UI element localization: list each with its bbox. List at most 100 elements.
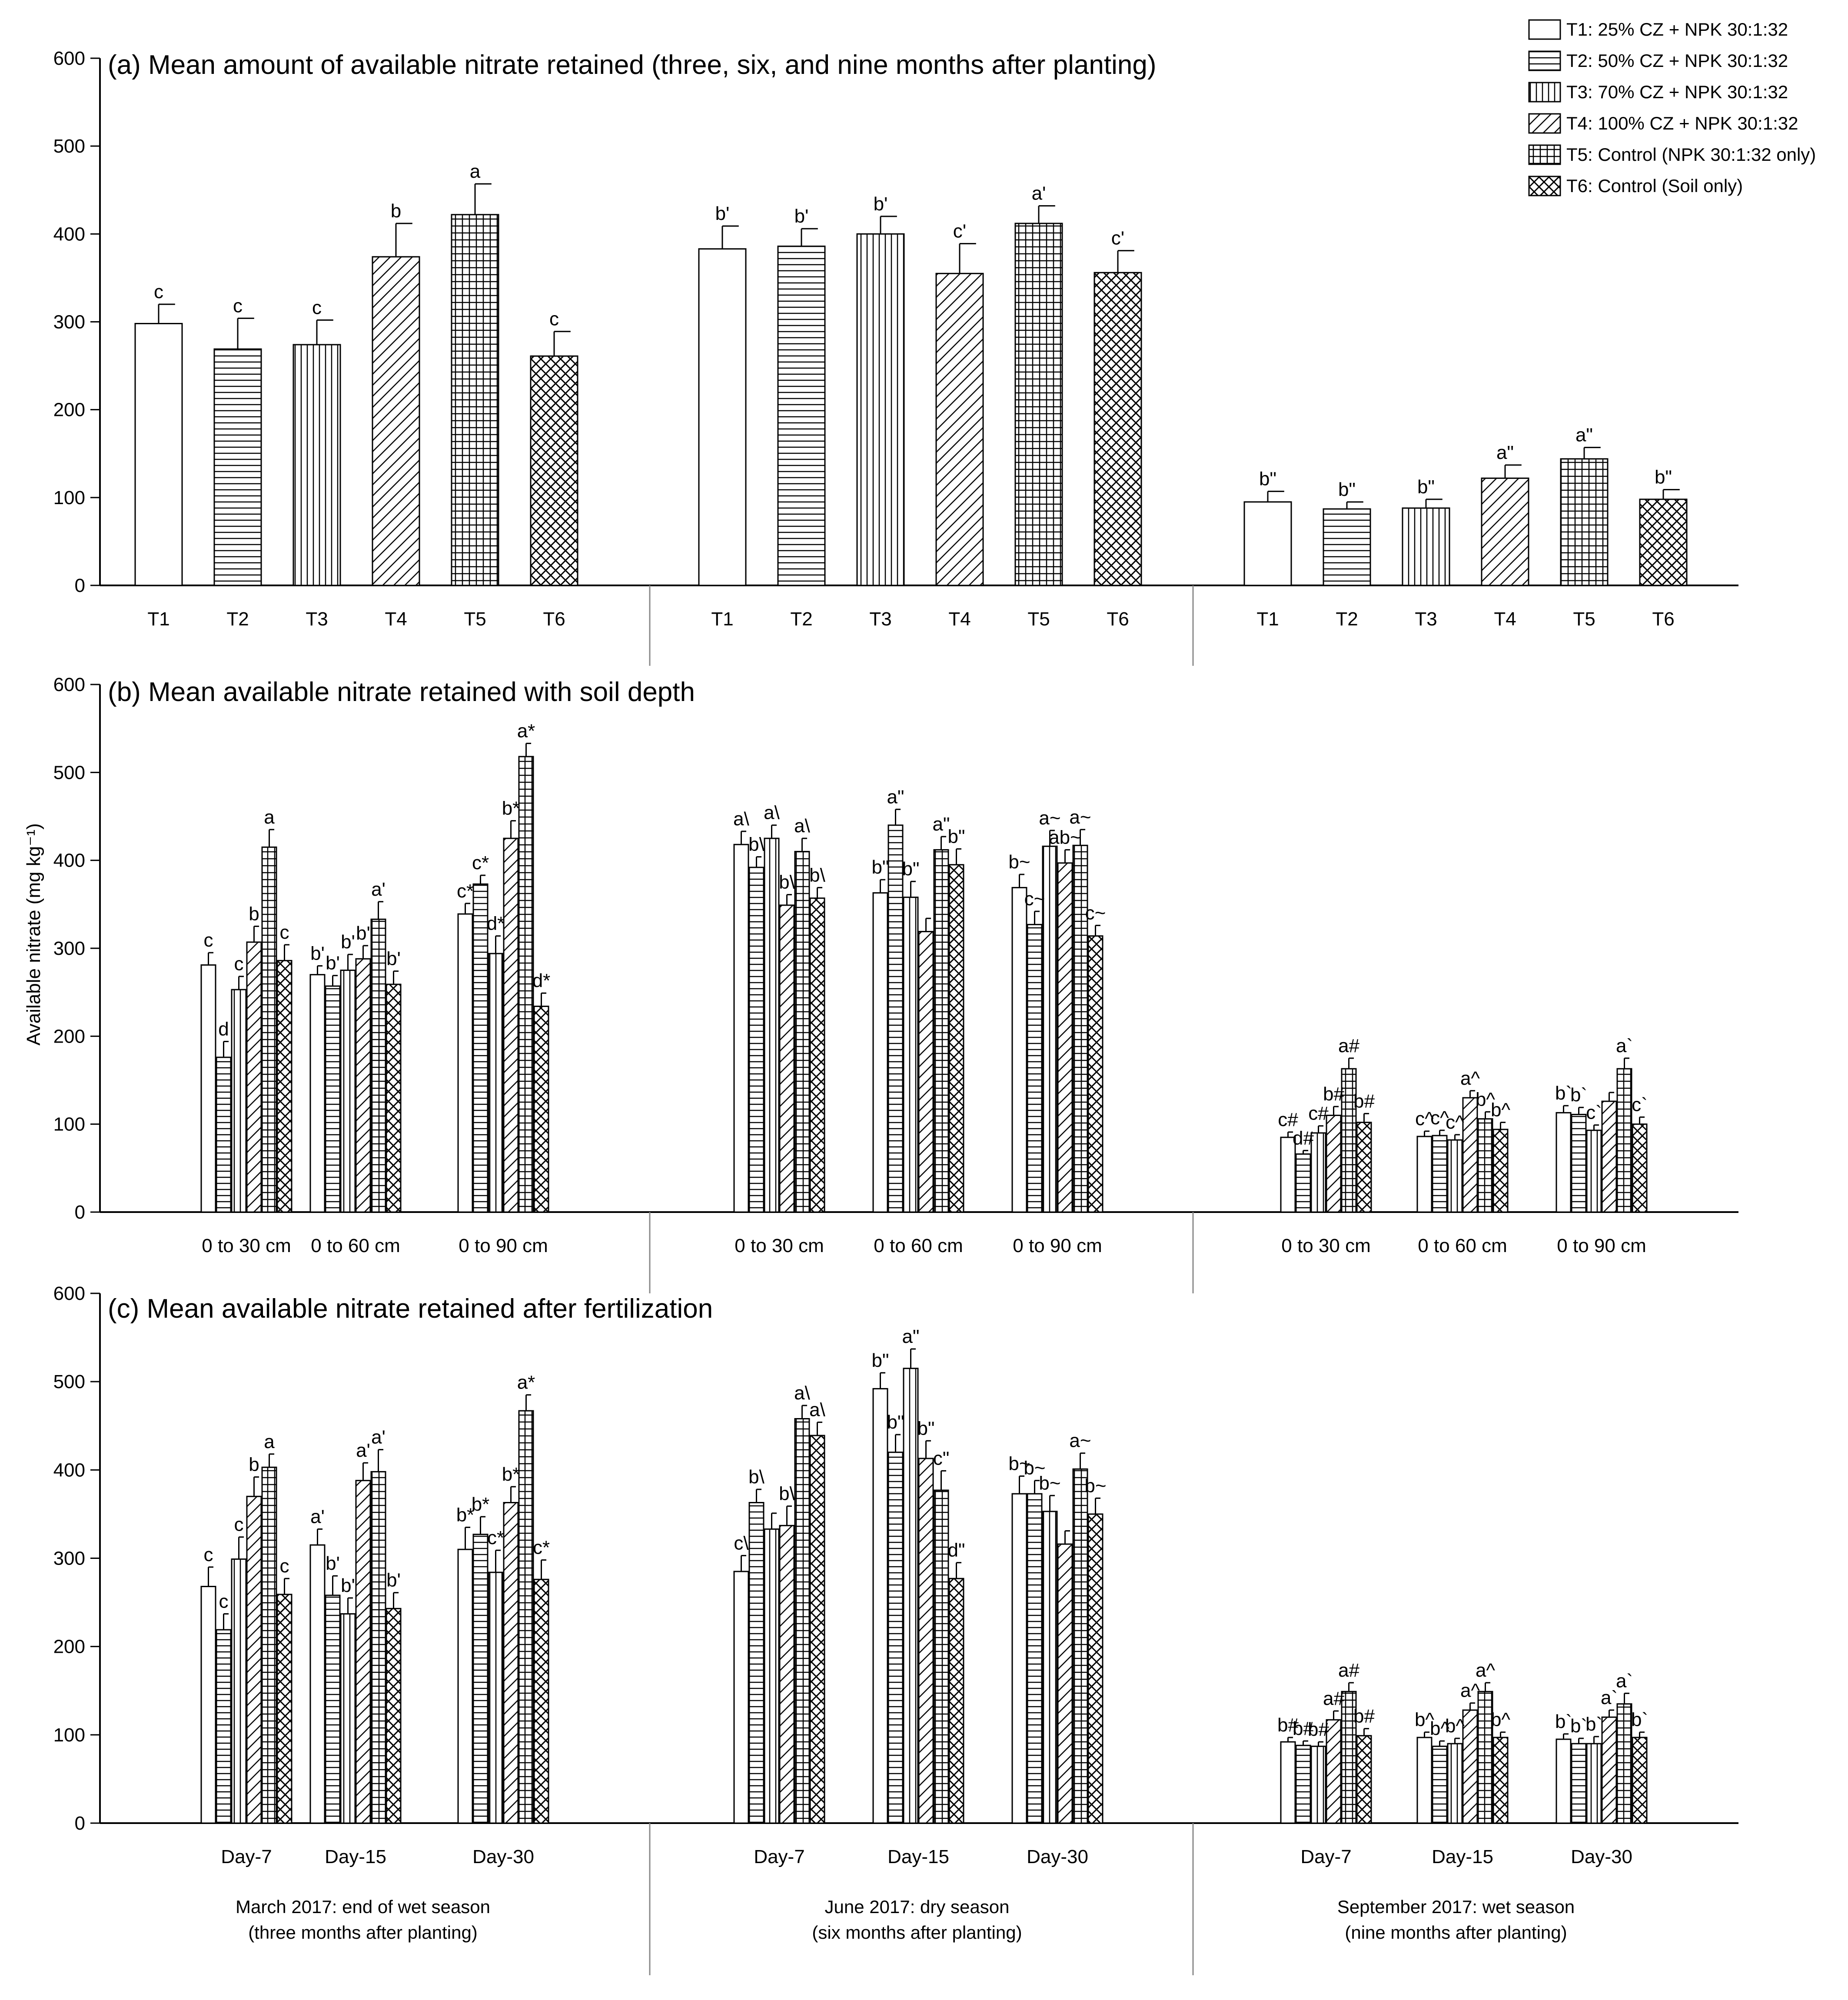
bar	[1356, 1122, 1372, 1213]
significance-label: b'	[794, 206, 809, 227]
panel-b-bar-T5	[1477, 1111, 1493, 1213]
season-2-line1: June 2017: dry season	[825, 1897, 1010, 1917]
panel-c-group	[1280, 1682, 1372, 1824]
legend-label: T1: 25% CZ + NPK 30:1:32	[1566, 19, 1788, 40]
bar	[1402, 507, 1450, 586]
panel-a-bar-T3	[856, 216, 905, 586]
bar	[457, 1548, 473, 1824]
significance-label: b\	[779, 1483, 795, 1505]
significance-label: b\	[748, 1466, 764, 1488]
bar	[1341, 1068, 1357, 1213]
panel-c-bar-T5	[1341, 1682, 1357, 1824]
panel-c-x-label: Day-30	[1027, 1846, 1088, 1867]
panel-b-bar-T5	[933, 836, 949, 1213]
bar	[872, 892, 888, 1213]
panel-c-bar-T6	[1087, 1497, 1103, 1824]
bar	[216, 1056, 232, 1213]
panel-b-group	[1416, 1090, 1509, 1213]
significance-label: b"	[917, 1418, 934, 1439]
panel-b-x-label: 0 to 60 cm	[311, 1235, 400, 1256]
season-labels: March 2017: end of wet season (three mon…	[236, 1897, 1575, 1943]
bar	[856, 233, 905, 586]
y-tick-label: 500	[53, 1371, 85, 1392]
significance-label: b'	[326, 1553, 340, 1574]
panel-c-bar-T5	[1616, 1692, 1632, 1824]
significance-label: b"	[1655, 467, 1672, 488]
bar	[1481, 477, 1529, 586]
panel-b-title: (b) Mean available nitrate retained with…	[108, 677, 695, 707]
bar	[533, 1006, 549, 1213]
significance-label: c'	[953, 221, 966, 242]
panel-a-bar-T5	[451, 183, 499, 586]
panel-b-bar-T1	[457, 903, 473, 1213]
panel-c-bar-T6	[809, 1422, 825, 1824]
panel-b-group	[309, 901, 402, 1213]
significance-label: b~	[1008, 1453, 1030, 1475]
panel-b-title-text: (b) Mean available nitrate retained with…	[108, 677, 695, 707]
panel-a-group-3	[1243, 447, 1688, 586]
significance-label: b^	[1476, 1089, 1495, 1110]
significance-label: b#	[1323, 1083, 1344, 1105]
bar	[1462, 1097, 1478, 1213]
panel-b-bar-T3	[1447, 1134, 1463, 1213]
significance-label: b~	[1024, 1458, 1045, 1479]
significance-label: b'	[341, 931, 355, 953]
panel-a-bar-T3	[1402, 498, 1450, 586]
panel-b-bar-T2	[1027, 910, 1043, 1213]
significance-label: c#	[1308, 1103, 1329, 1124]
panel-a-x-label: T3	[306, 608, 328, 630]
panel-c-bar-T3	[764, 1512, 780, 1824]
significance-label: a\	[809, 1399, 825, 1421]
significance-label: b'	[326, 953, 340, 974]
panel-c-bar-T4	[246, 1476, 262, 1824]
bar	[1586, 1130, 1602, 1213]
panel-c-title: (c) Mean available nitrate retained afte…	[108, 1294, 713, 1324]
panel-c-bar-T3	[340, 1597, 356, 1824]
significance-label: c	[234, 1514, 244, 1535]
bar	[246, 1495, 262, 1824]
bar	[1094, 272, 1142, 586]
bar	[918, 1458, 934, 1824]
panel-b-bar-T1	[1416, 1130, 1433, 1213]
panel-b-group	[1556, 1057, 1648, 1213]
panel-a-bar-T3	[292, 319, 341, 586]
panel-c-bar-T3	[1310, 1741, 1326, 1824]
panel-b-group	[872, 808, 964, 1213]
panel-c-bar-T1	[457, 1526, 473, 1824]
bar	[1432, 1745, 1448, 1824]
panel-b-bar-T2	[887, 808, 904, 1213]
bars-layer	[134, 183, 1688, 1824]
panel-a-x-label: T3	[869, 608, 891, 630]
bar	[386, 1608, 402, 1824]
significance-label: a#	[1338, 1035, 1359, 1056]
significance-label: b#	[1277, 1714, 1299, 1736]
bar	[488, 953, 504, 1213]
panel-c-bar-T5	[1072, 1452, 1088, 1824]
panel-b-x-label: 0 to 90 cm	[459, 1235, 548, 1256]
significance-label: b^	[1415, 1709, 1434, 1731]
bar	[355, 958, 371, 1213]
bar	[1492, 1129, 1509, 1213]
bar	[261, 846, 277, 1213]
significance-label: b`	[1631, 1709, 1648, 1731]
panel-a-x-label: T2	[1336, 608, 1358, 630]
y-tick-label: 500	[53, 762, 85, 783]
panel-c-bar-T2	[472, 1516, 489, 1824]
bar	[200, 964, 216, 1213]
panel-c-x-label: Day-15	[325, 1846, 386, 1867]
significance-label: c`	[1632, 1094, 1648, 1115]
panel-b-bar-T6	[1356, 1113, 1372, 1213]
panel-c-bar-T1	[200, 1566, 216, 1824]
bar	[794, 1418, 810, 1824]
bar	[309, 1544, 326, 1824]
significance-label: a'	[371, 1427, 386, 1448]
panel-b-bar-T3	[340, 953, 356, 1213]
panel-c-title-text: (c) Mean available nitrate retained afte…	[108, 1294, 713, 1324]
bar	[518, 1410, 534, 1824]
y-tick-label: 100	[53, 1114, 85, 1135]
bar	[1492, 1737, 1509, 1824]
panel-a-bar-T1	[134, 303, 183, 586]
bar	[1057, 862, 1073, 1213]
panel-c-group	[309, 1449, 402, 1824]
significance-label: c*	[487, 1527, 504, 1548]
